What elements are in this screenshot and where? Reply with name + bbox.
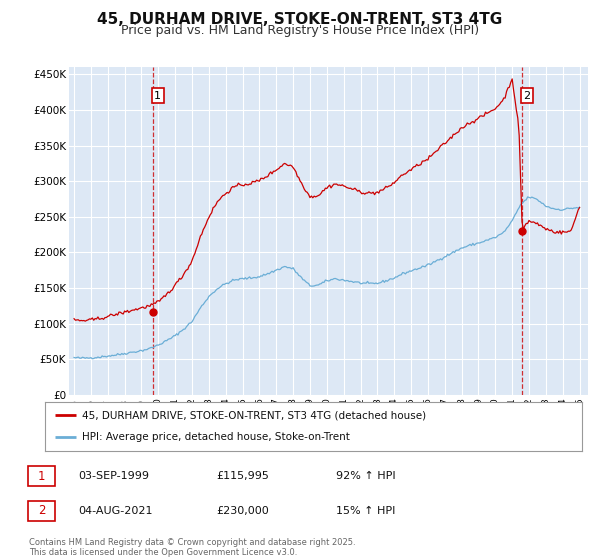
Text: 04-AUG-2021: 04-AUG-2021 <box>78 506 152 516</box>
Text: 2: 2 <box>523 91 530 101</box>
Text: 03-SEP-1999: 03-SEP-1999 <box>78 471 149 481</box>
Text: 15% ↑ HPI: 15% ↑ HPI <box>336 506 395 516</box>
Text: HPI: Average price, detached house, Stoke-on-Trent: HPI: Average price, detached house, Stok… <box>82 432 349 442</box>
Text: 1: 1 <box>154 91 161 101</box>
Text: £115,995: £115,995 <box>216 471 269 481</box>
Text: 92% ↑ HPI: 92% ↑ HPI <box>336 471 395 481</box>
Text: 45, DURHAM DRIVE, STOKE-ON-TRENT, ST3 4TG (detached house): 45, DURHAM DRIVE, STOKE-ON-TRENT, ST3 4T… <box>82 410 425 421</box>
Text: Price paid vs. HM Land Registry's House Price Index (HPI): Price paid vs. HM Land Registry's House … <box>121 24 479 36</box>
Text: 45, DURHAM DRIVE, STOKE-ON-TRENT, ST3 4TG: 45, DURHAM DRIVE, STOKE-ON-TRENT, ST3 4T… <box>97 12 503 27</box>
Text: 2: 2 <box>38 504 45 517</box>
Text: 1: 1 <box>38 469 45 483</box>
Text: £230,000: £230,000 <box>216 506 269 516</box>
Text: Contains HM Land Registry data © Crown copyright and database right 2025.
This d: Contains HM Land Registry data © Crown c… <box>29 538 355 557</box>
